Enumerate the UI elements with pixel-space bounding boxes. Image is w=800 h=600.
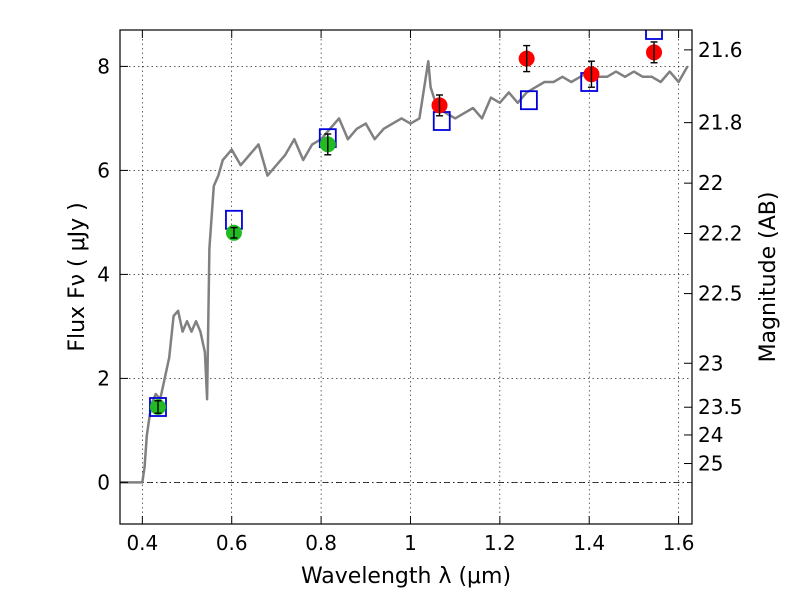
mag-tick-label: 22 [698,171,723,195]
mag-tick-label: 21.6 [698,38,743,62]
mag-tick-label: 24 [698,423,723,447]
y-axis-right-title: Magnitude (AB) [756,192,781,363]
axis-ticks: 0.4 0.6 0.8 1 1.2 1.4 1.60246821.621.82222.222… [97,30,743,555]
model-box-point [519,90,538,111]
plot-frame [119,29,693,525]
y-axis-title: Flux Fν ( μJy ) [65,202,90,351]
x-tick-label: 1 [404,531,417,555]
mag-tick-label: 21.8 [698,111,743,135]
x-tick-label: 0.8 [305,531,337,555]
mag-tick-label: 22.5 [698,282,743,306]
x-tick-label: 1.2 [484,531,516,555]
y-tick-label: 4 [97,262,110,286]
plot-clip-group [120,30,689,484]
mag-tick-label: 23.5 [698,395,743,419]
x-axis-title: Wavelength λ (μm) [301,564,511,589]
model-box-point [645,30,663,40]
mag-tick-label: 22.2 [698,221,743,245]
x-tick-label: 1.4 [573,531,605,555]
mag-tick-label: 23 [698,351,723,375]
grid-lines [120,30,692,524]
y-tick-label: 6 [97,158,110,182]
plot-area [120,30,689,484]
y-tick-label: 0 [97,470,110,494]
y-tick-label: 2 [97,366,110,390]
y-tick-label: 8 [97,54,110,78]
x-tick-label: 0.4 [126,531,158,555]
model-spectrum-line [120,59,689,484]
mag-tick-label: 25 [698,452,723,476]
x-tick-label: 0.6 [216,531,248,555]
x-tick-label: 1.6 [663,531,695,555]
